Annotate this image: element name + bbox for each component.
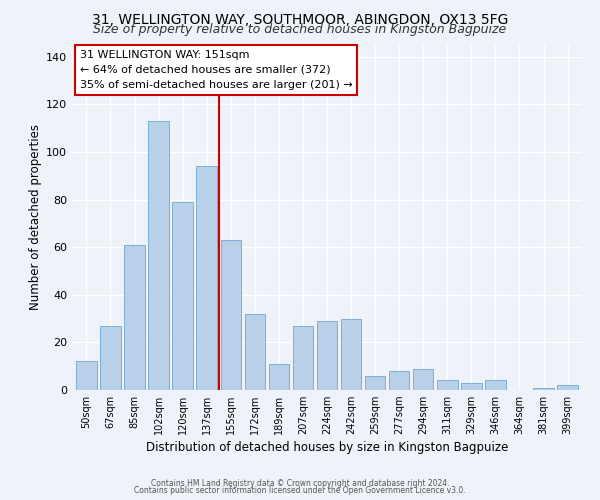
Bar (269, 364, 289, 390)
Bar (389, 371, 409, 390)
Y-axis label: Number of detached properties: Number of detached properties (29, 124, 42, 310)
Bar (76, 362, 97, 390)
Bar (100, 326, 121, 390)
Bar (196, 166, 217, 390)
Bar (293, 326, 313, 390)
Bar (485, 380, 506, 390)
Bar (245, 314, 265, 390)
Text: Contains public sector information licensed under the Open Government Licence v3: Contains public sector information licen… (134, 486, 466, 495)
Text: Contains HM Land Registry data © Crown copyright and database right 2024.: Contains HM Land Registry data © Crown c… (151, 478, 449, 488)
Text: 31 WELLINGTON WAY: 151sqm
← 64% of detached houses are smaller (372)
35% of semi: 31 WELLINGTON WAY: 151sqm ← 64% of detac… (80, 50, 352, 90)
Bar (365, 376, 385, 390)
Bar (557, 385, 578, 390)
Bar (341, 318, 361, 390)
Text: Size of property relative to detached houses in Kingston Bagpuize: Size of property relative to detached ho… (94, 22, 506, 36)
Bar (413, 368, 433, 390)
Bar (533, 388, 554, 390)
Bar (461, 383, 482, 390)
Bar (148, 121, 169, 390)
Text: 31, WELLINGTON WAY, SOUTHMOOR, ABINGDON, OX13 5FG: 31, WELLINGTON WAY, SOUTHMOOR, ABINGDON,… (92, 12, 508, 26)
Bar (317, 321, 337, 390)
Bar (221, 240, 241, 390)
X-axis label: Distribution of detached houses by size in Kingston Bagpuize: Distribution of detached houses by size … (146, 442, 508, 454)
Bar (172, 202, 193, 390)
Bar (437, 380, 458, 390)
Bar (124, 245, 145, 390)
